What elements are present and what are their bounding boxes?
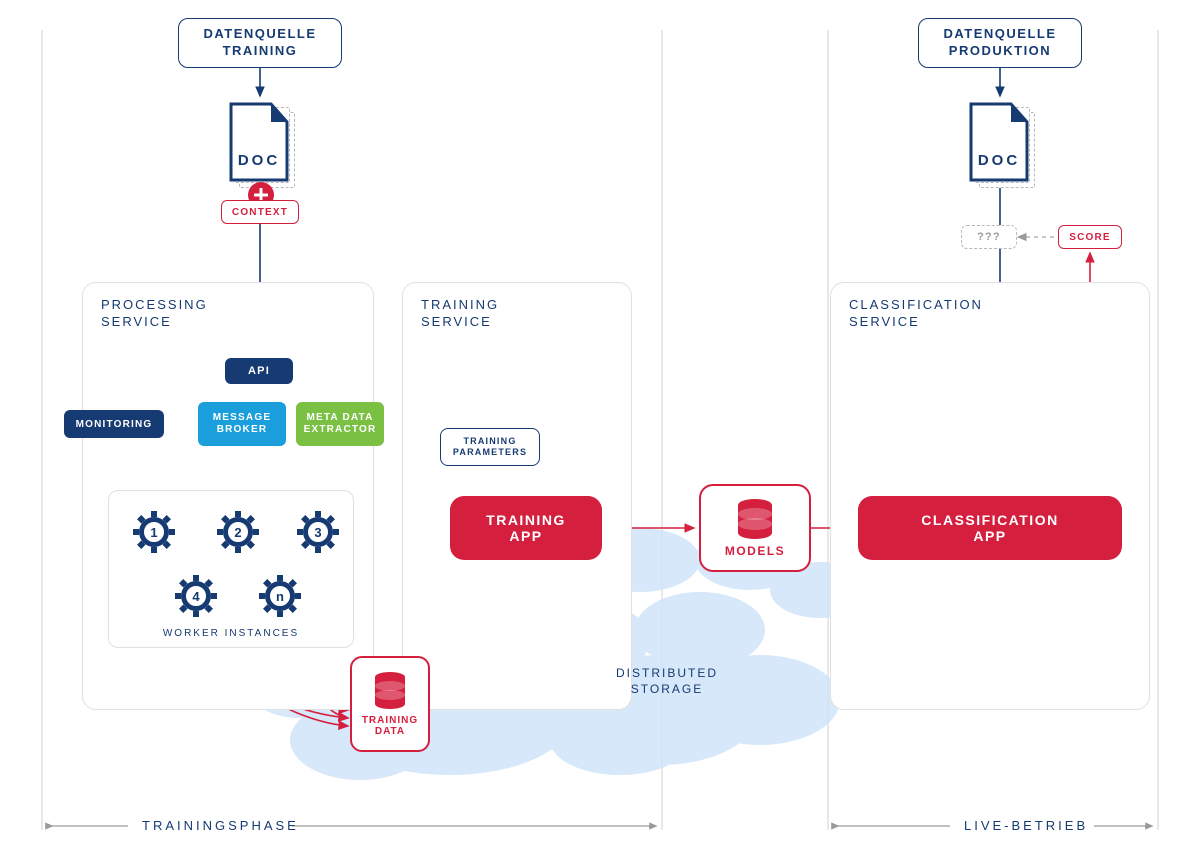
- svg-text:3: 3: [314, 525, 321, 540]
- message-broker-box: MESSAGE BROKER: [198, 402, 286, 446]
- worker-gear-1: 1: [132, 510, 176, 554]
- distributed-storage-label: DISTRIBUTED STORAGE: [616, 666, 718, 697]
- processing-service-title: PROCESSING SERVICE: [101, 297, 208, 331]
- svg-text:2: 2: [234, 525, 241, 540]
- worker-gear-3: 3: [296, 510, 340, 554]
- score-box: SCORE: [1058, 225, 1122, 249]
- monitoring-label: MONITORING: [76, 419, 153, 430]
- classification-app-box: CLASSIFICATION APP: [858, 496, 1122, 560]
- svg-text:n: n: [276, 589, 284, 604]
- question-box: ???: [961, 225, 1017, 249]
- database-icon: [735, 498, 775, 540]
- database-icon: [372, 671, 408, 711]
- score-label: SCORE: [1069, 232, 1111, 243]
- svg-text:1: 1: [150, 525, 157, 540]
- classification-app-label: CLASSIFICATION APP: [921, 512, 1058, 544]
- svg-text:4: 4: [192, 589, 200, 604]
- api-box: API: [225, 358, 293, 384]
- datenquelle-produktion-label: DATENQUELLE PRODUKTION: [943, 26, 1056, 60]
- question-label: ???: [977, 231, 1001, 243]
- worker-gear-2: 2: [216, 510, 260, 554]
- doc-icon-right: DOC: [969, 102, 1031, 184]
- extractor-label: META DATA EXTRACTOR: [304, 412, 377, 436]
- classification-service-title: CLASSIFICATION SERVICE: [849, 297, 983, 331]
- doc-icon-left: DOC: [229, 102, 291, 184]
- message-broker-label: MESSAGE BROKER: [213, 412, 271, 436]
- training-app-box: TRAINING APP: [450, 496, 602, 560]
- training-service-title: TRAINING SERVICE: [421, 297, 499, 331]
- models-box: MODELS: [699, 484, 811, 572]
- datenquelle-training-label: DATENQUELLE TRAINING: [203, 26, 316, 60]
- training-data-box: TRAINING DATA: [350, 656, 430, 752]
- worker-gear-4: 4: [174, 574, 218, 618]
- context-box: CONTEXT: [221, 200, 299, 224]
- trainingsphase-label: TRAININGSPHASE: [142, 818, 299, 833]
- training-app-label: TRAINING APP: [486, 512, 566, 544]
- training-data-label: TRAINING DATA: [362, 715, 418, 737]
- extractor-box: META DATA EXTRACTOR: [296, 402, 384, 446]
- doc-left-label: DOC: [229, 152, 289, 169]
- monitoring-box: MONITORING: [64, 410, 164, 438]
- training-parameters-label: TRAINING PARAMETERS: [453, 436, 527, 458]
- models-label: MODELS: [725, 544, 785, 558]
- doc-right-label: DOC: [969, 152, 1029, 169]
- worker-instances-label: WORKER INSTANCES: [109, 628, 353, 639]
- context-label: CONTEXT: [232, 207, 288, 218]
- datenquelle-training-box: DATENQUELLE TRAINING: [178, 18, 342, 68]
- live-betrieb-label: LIVE-BETRIEB: [964, 818, 1088, 833]
- worker-gear-n: n: [258, 574, 302, 618]
- api-label: API: [248, 365, 270, 377]
- datenquelle-produktion-box: DATENQUELLE PRODUKTION: [918, 18, 1082, 68]
- training-parameters-box: TRAINING PARAMETERS: [440, 428, 540, 466]
